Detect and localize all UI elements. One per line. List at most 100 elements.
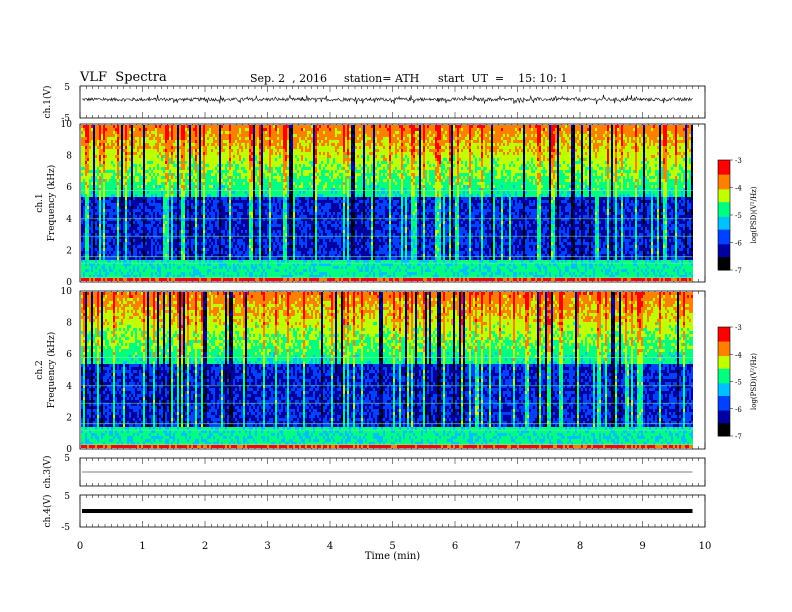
- psd-cell: [225, 212, 227, 215]
- psd-cell: [111, 260, 113, 263]
- psd-cell: [99, 272, 101, 275]
- psd-cell: [197, 170, 199, 173]
- psd-cell: [201, 167, 203, 170]
- psd-cell: [163, 239, 165, 242]
- psd-cell: [109, 269, 111, 272]
- psd-cell: [159, 242, 161, 245]
- psd-cell: [163, 254, 165, 257]
- psd-cell: [155, 260, 157, 263]
- psd-cell: [83, 167, 85, 170]
- psd-cell: [199, 161, 201, 164]
- psd-cell: [89, 245, 91, 248]
- psd-cell: [91, 182, 93, 185]
- psd-cell: [91, 269, 93, 272]
- psd-cell: [249, 212, 251, 215]
- psd-cell: [111, 158, 113, 161]
- psd-cell: [119, 197, 121, 200]
- psd-cell: [151, 221, 153, 224]
- psd-cell: [153, 227, 155, 230]
- psd-cell: [181, 125, 183, 128]
- psd-cell: [111, 245, 113, 248]
- psd-cell: [213, 245, 215, 248]
- psd-cell: [165, 182, 167, 185]
- psd-cell: [99, 263, 101, 266]
- psd-cell: [179, 212, 181, 215]
- psd-cell: [179, 257, 181, 260]
- psd-cell: [209, 137, 211, 140]
- psd-cell: [139, 242, 141, 245]
- psd-cell: [131, 230, 133, 233]
- psd-cell: [231, 200, 233, 203]
- psd-cell: [99, 218, 101, 221]
- psd-cell: [239, 257, 241, 260]
- psd-cell: [207, 263, 209, 266]
- psd-cell: [167, 197, 169, 200]
- psd-cell: [191, 173, 193, 176]
- psd-cell: [85, 167, 87, 170]
- psd-cell: [129, 278, 131, 281]
- psd-cell: [245, 269, 247, 272]
- psd-cell: [99, 215, 101, 218]
- psd-cell: [245, 164, 247, 167]
- psd-cell: [107, 257, 109, 260]
- psd-cell: [247, 254, 249, 257]
- ytick-label: 10: [61, 120, 73, 130]
- psd-cell: [161, 218, 163, 221]
- psd-cell: [255, 182, 257, 185]
- psd-cell: [167, 248, 169, 251]
- psd-cell: [185, 143, 187, 146]
- psd-cell: [95, 218, 97, 221]
- psd-cell: [217, 155, 219, 158]
- psd-cell: [221, 191, 223, 194]
- psd-cell: [113, 269, 115, 272]
- psd-cell: [147, 218, 149, 221]
- psd-cell: [229, 137, 231, 140]
- psd-cell: [91, 134, 93, 137]
- psd-cell: [165, 155, 167, 158]
- psd-cell: [127, 155, 129, 158]
- psd-cell: [107, 254, 109, 257]
- psd-cell: [95, 188, 97, 191]
- psd-cell: [163, 164, 165, 167]
- psd-cell: [233, 236, 235, 239]
- psd-cell: [247, 260, 249, 263]
- psd-cell: [127, 176, 129, 179]
- psd-cell: [205, 182, 207, 185]
- psd-cell: [119, 158, 121, 161]
- psd-cell: [211, 158, 213, 161]
- psd-cell: [171, 185, 173, 188]
- psd-cell: [173, 134, 175, 137]
- psd-cell: [141, 257, 143, 260]
- psd-cell: [255, 260, 257, 263]
- psd-cell: [233, 242, 235, 245]
- psd-cell: [199, 149, 201, 152]
- psd-cell: [113, 203, 115, 206]
- psd-cell: [149, 134, 151, 137]
- psd-cell: [193, 266, 195, 269]
- psd-cell: [143, 188, 145, 191]
- psd-cell: [229, 140, 231, 143]
- psd-cell: [211, 218, 213, 221]
- psd-cell: [133, 272, 135, 275]
- psd-cell: [195, 239, 197, 242]
- psd-cell: [213, 272, 215, 275]
- psd-cell: [255, 140, 257, 143]
- psd-cell: [135, 203, 137, 206]
- psd-cell: [177, 275, 179, 278]
- psd-cell: [239, 236, 241, 239]
- psd-cell: [219, 275, 221, 278]
- psd-cell: [173, 239, 175, 242]
- psd-cell: [103, 242, 105, 245]
- psd-cell: [119, 227, 121, 230]
- psd-cell: [143, 131, 145, 134]
- psd-cell: [95, 245, 97, 248]
- psd-cell: [87, 212, 89, 215]
- psd-cell: [119, 221, 121, 224]
- psd-cell: [91, 161, 93, 164]
- psd-cell: [161, 266, 163, 269]
- psd-cell: [173, 254, 175, 257]
- psd-cell: [241, 149, 243, 152]
- psd-cell: [107, 227, 109, 230]
- psd-cell: [171, 230, 173, 233]
- psd-cell: [253, 146, 255, 149]
